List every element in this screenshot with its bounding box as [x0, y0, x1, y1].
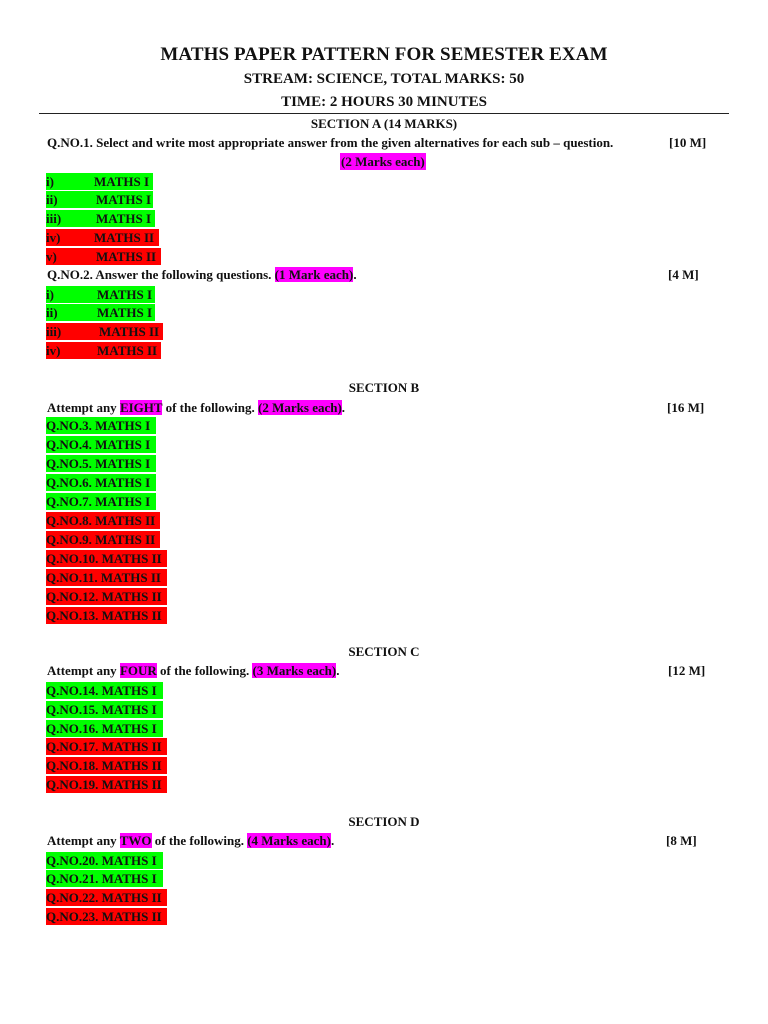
q2-tail: .: [353, 267, 357, 282]
section-b-item: Q.NO.11. MATHS II: [46, 569, 167, 586]
q1-marks: [10 M]: [669, 135, 707, 150]
section-b-item: Q.NO.6. MATHS I: [46, 474, 156, 491]
section-d-item: Q.NO.23. MATHS II: [46, 908, 167, 925]
section-d-item: Q.NO.21. MATHS I: [46, 870, 163, 887]
q1-marks-note: (2 Marks each): [340, 153, 426, 170]
section-d-count: TWO: [119, 833, 152, 848]
q2-text: Q.NO.2. Answer the following questions.: [47, 267, 275, 282]
q1-item: v) MATHS II: [46, 248, 161, 265]
section-b-item: Q.NO.7. MATHS I: [46, 493, 156, 510]
section-d-heading: SECTION D: [348, 814, 420, 829]
q1-item: iii) MATHS I: [46, 210, 155, 227]
section-b-item: Q.NO.12. MATHS II: [46, 588, 167, 605]
section-b-item: Q.NO.9. MATHS II: [46, 531, 160, 548]
section-d-marks: [8 M]: [666, 833, 697, 848]
header-divider: [39, 113, 729, 114]
section-b-count: EIGHT: [119, 400, 163, 415]
q2-item: iv) MATHS II: [46, 342, 161, 359]
section-b-item: Q.NO.10. MATHS II: [46, 550, 167, 567]
q2-marks: [4 M]: [668, 267, 699, 282]
section-b-item: Q.NO.13. MATHS II: [46, 607, 167, 624]
section-c-marks-note: (3 Marks each): [252, 663, 337, 678]
section-d-instruction: Attempt any TWO of the following. (4 Mar…: [47, 833, 335, 848]
q1-item: ii) MATHS I: [46, 191, 153, 208]
section-b-item: Q.NO.3. MATHS I: [46, 417, 156, 434]
section-d-item: Q.NO.20. MATHS I: [46, 852, 163, 869]
section-c-item: Q.NO.18. MATHS II: [46, 757, 167, 774]
q2-marks-note: (1 Mark each): [274, 267, 354, 282]
section-b-item: Q.NO.4. MATHS I: [46, 436, 156, 453]
section-b-marks: [16 M]: [667, 400, 705, 415]
section-c-item: Q.NO.16. MATHS I: [46, 720, 163, 737]
q2-line: Q.NO.2. Answer the following questions. …: [47, 267, 357, 283]
section-c-item: Q.NO.17. MATHS II: [46, 738, 167, 755]
section-c-heading: SECTION C: [348, 644, 420, 659]
q1-item: i) MATHS I: [46, 173, 153, 190]
section-b-item: Q.NO.5. MATHS I: [46, 455, 156, 472]
section-b-item: Q.NO.8. MATHS II: [46, 512, 160, 529]
section-b-heading: SECTION B: [348, 380, 420, 395]
section-c-item: Q.NO.19. MATHS II: [46, 776, 167, 793]
stream-line: STREAM: SCIENCE, TOTAL MARKS: 50: [243, 71, 525, 87]
q1-item: iv) MATHS II: [46, 229, 159, 246]
page-title: MATHS PAPER PATTERN FOR SEMESTER EXAM: [160, 44, 608, 65]
section-c-item: Q.NO.15. MATHS I: [46, 701, 163, 718]
section-b-instruction: Attempt any EIGHT of the following. (2 M…: [47, 400, 346, 415]
q1-text: Q.NO.1. Select and write most appropriat…: [47, 135, 614, 150]
section-c-instruction: Attempt any FOUR of the following. (3 Ma…: [47, 663, 340, 678]
section-b-marks-note: (2 Marks each): [258, 400, 342, 415]
q2-item: i) MATHS I: [46, 286, 155, 303]
section-c-count: FOUR: [119, 663, 157, 678]
time-line: TIME: 2 HOURS 30 MINUTES: [281, 94, 487, 110]
section-d-item: Q.NO.22. MATHS II: [46, 889, 167, 906]
q2-item: iii) MATHS II: [46, 323, 163, 340]
q2-item: ii) MATHS I: [46, 304, 155, 321]
section-c-item: Q.NO.14. MATHS I: [46, 682, 163, 699]
section-a-heading: SECTION A (14 MARKS): [310, 116, 458, 131]
section-d-marks-note: (4 Marks each): [247, 833, 331, 848]
section-c-marks: [12 M]: [668, 663, 706, 678]
